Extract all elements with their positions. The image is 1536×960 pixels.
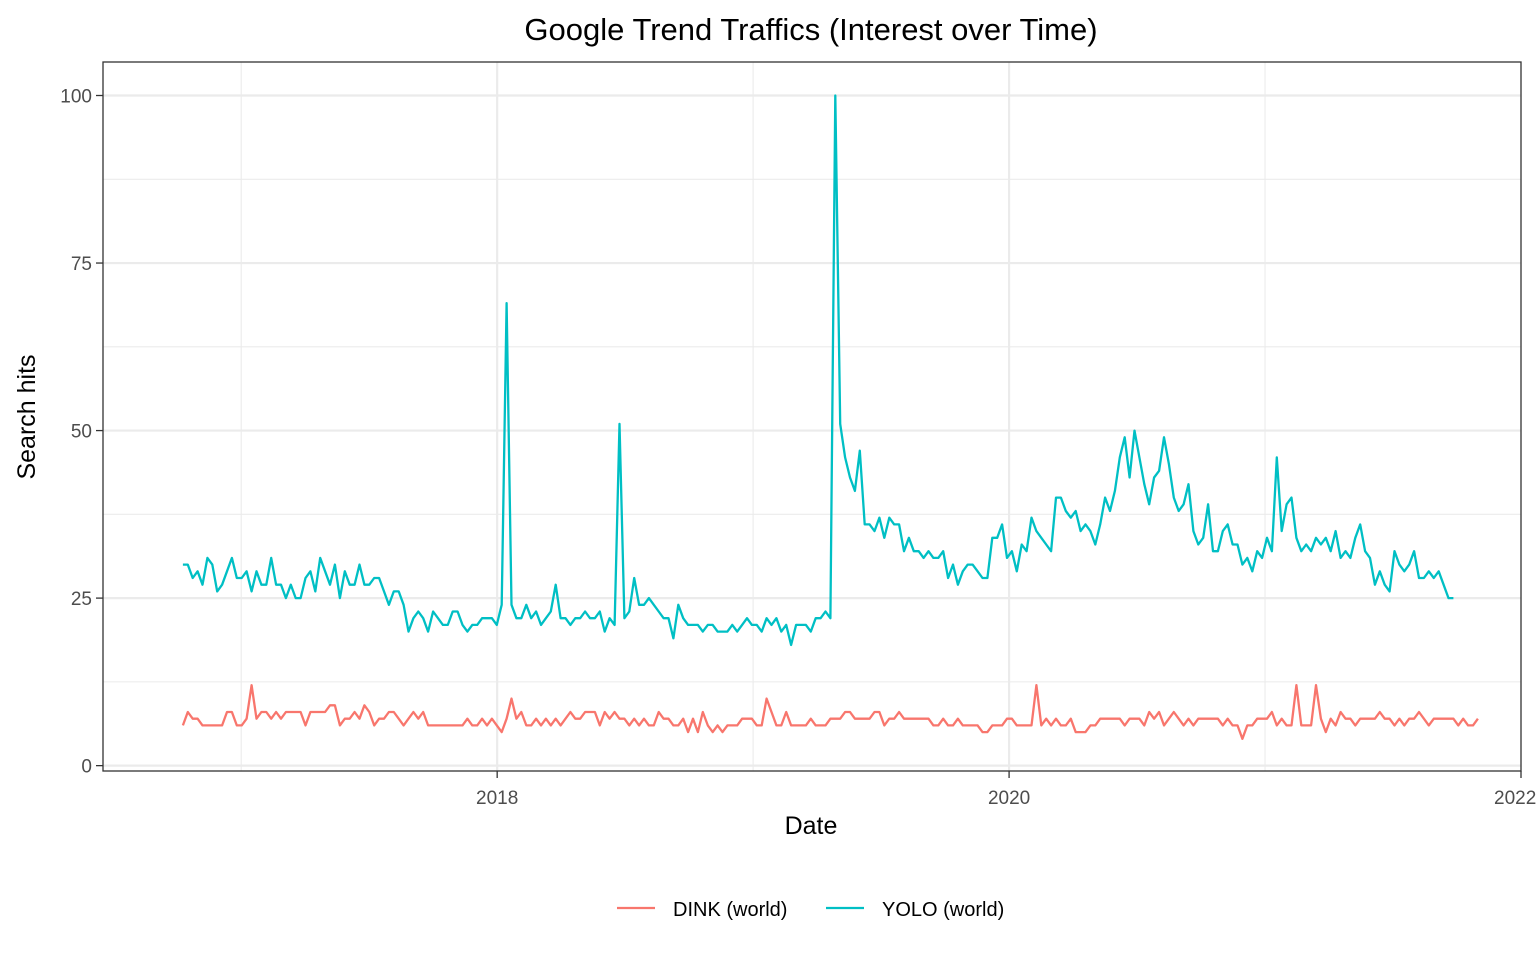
x-tick-label: 2020 (988, 788, 1030, 809)
y-tick-label: 50 (71, 422, 92, 443)
x-tick-label: 2018 (476, 788, 518, 809)
legend: DINK (world) YOLO (world) (617, 899, 1004, 921)
chart-title: Google Trend Traffics (Interest over Tim… (524, 12, 1097, 47)
y-axis-title: Search hits (13, 354, 41, 479)
grid-minor (103, 62, 1521, 771)
y-tick-label: 100 (60, 87, 92, 108)
y-tick-label: 25 (71, 589, 92, 610)
x-axis-title: Date (785, 812, 838, 840)
y-tick-label: 75 (71, 254, 92, 275)
legend-label: DINK (world) (673, 899, 787, 921)
series-line-yolo (182, 94, 1454, 647)
plot-border (102, 61, 1522, 772)
y-axis: 0 25 50 75 100 (60, 87, 103, 778)
y-tick-label: 0 (81, 757, 92, 778)
x-axis: 2018 2020 2022 (476, 771, 1536, 809)
legend-label: YOLO (world) (882, 899, 1004, 921)
grid-major (103, 62, 1521, 771)
series-layer (181, 94, 1479, 740)
series-line-dink (181, 684, 1479, 740)
x-tick-label: 2022 (1494, 788, 1536, 809)
